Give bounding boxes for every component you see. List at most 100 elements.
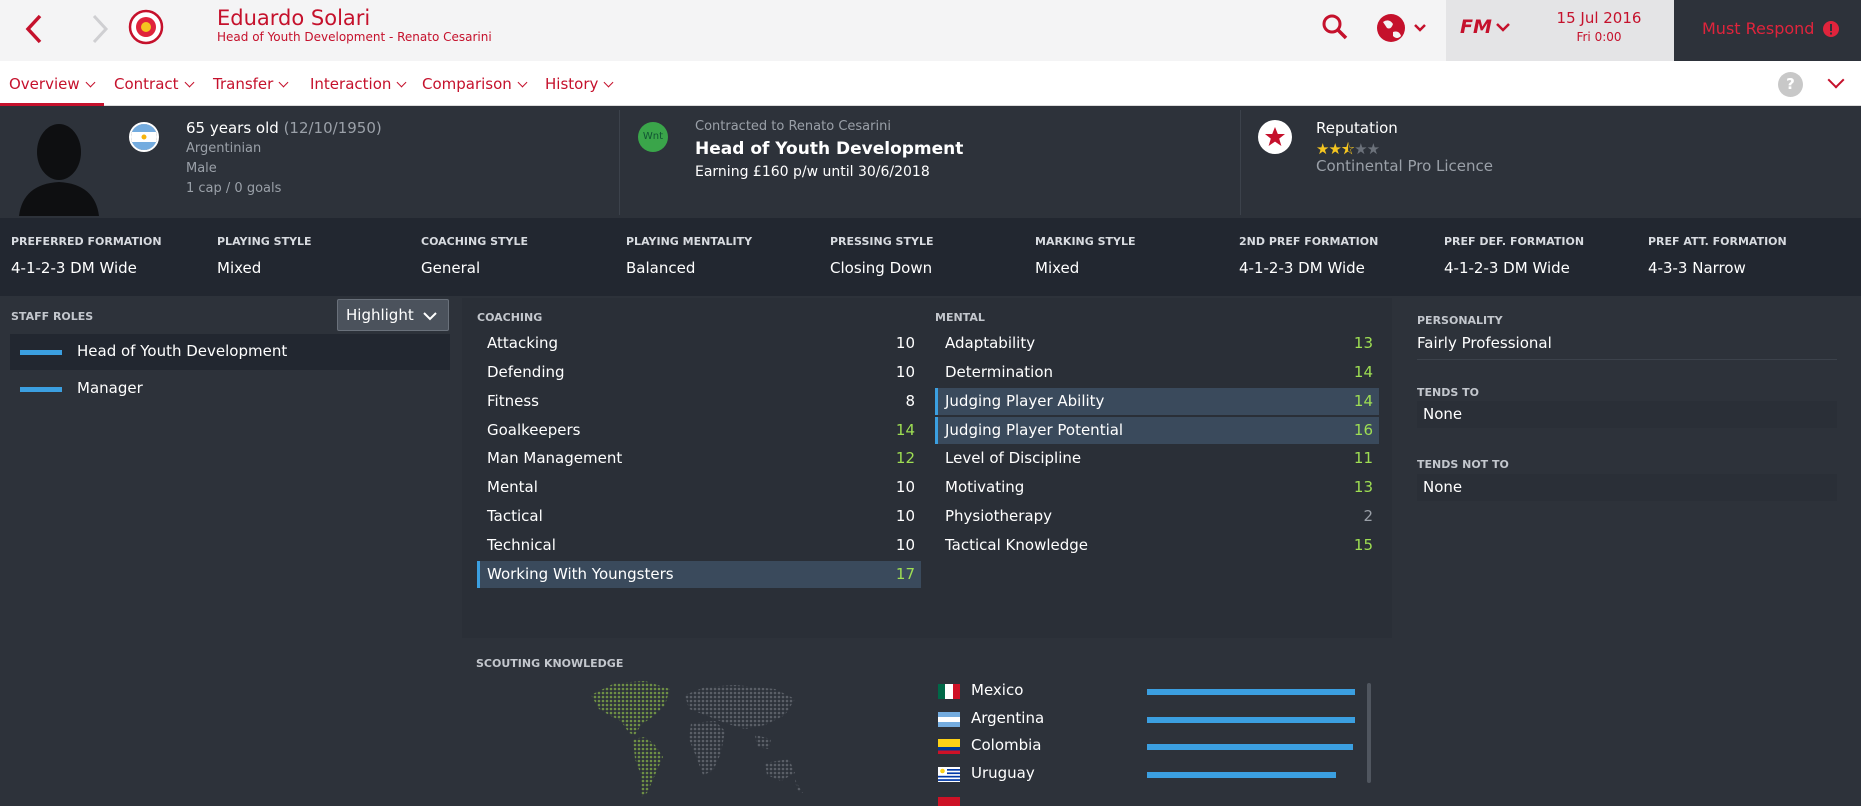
attribute-name: Man Management — [487, 449, 623, 467]
tends-not-to-row: None — [1417, 474, 1837, 501]
attribute-row[interactable]: Fitness 8 — [477, 388, 921, 415]
partial-flag-icon — [938, 797, 960, 806]
attribute-row[interactable]: Defending 10 — [477, 359, 921, 386]
tab-label: Overview — [9, 75, 80, 93]
attribute-row[interactable]: Attacking 10 — [477, 330, 921, 357]
attribute-row[interactable]: Determination 14 — [935, 359, 1379, 386]
style-key: PREF DEF. FORMATION — [1444, 235, 1585, 248]
attribute-row-highlighted[interactable]: Judging Player Ability 14 — [935, 388, 1379, 415]
profile-info-strip — [0, 106, 1861, 218]
current-date: 15 Jul 2016 — [1556, 9, 1642, 27]
country-list-scrollbar[interactable] — [1367, 683, 1371, 783]
style-key: COACHING STYLE — [421, 235, 528, 248]
attribute-value: 10 — [895, 334, 915, 352]
style-value: 4-1-2-3 DM Wide — [1444, 259, 1570, 277]
attribute-value: 8 — [905, 392, 915, 410]
attribute-row[interactable]: Tactical 10 — [477, 503, 921, 530]
chevron-down-icon — [278, 77, 289, 88]
must-respond-label: Must Respond — [1702, 19, 1815, 38]
gender: Male — [186, 161, 217, 176]
chevron-down-icon — [517, 77, 528, 88]
country-knowledge-row[interactable]: Uruguay — [935, 762, 1375, 789]
caps-goals: 1 cap / 0 goals — [186, 181, 282, 196]
mexico-flag-icon — [938, 684, 960, 699]
club-logo-icon[interactable] — [128, 9, 164, 45]
tends-to-heading: TENDS TO — [1417, 386, 1479, 399]
tab-label: Contract — [114, 75, 179, 93]
attribute-value: 2 — [1363, 507, 1373, 525]
club-badge-icon[interactable]: Wnt — [638, 122, 668, 152]
knowledge-bar-fill — [1147, 717, 1355, 723]
country-name: Mexico — [971, 681, 1024, 699]
highlight-dropdown[interactable]: Highlight — [337, 299, 449, 331]
attribute-name: Technical — [487, 536, 556, 554]
reputation-label: Reputation — [1316, 119, 1398, 137]
attribute-row[interactable]: Level of Discipline 11 — [935, 445, 1379, 472]
attribute-value: 13 — [1353, 478, 1373, 496]
back-arrow-icon[interactable] — [20, 10, 52, 48]
attribute-row[interactable]: Mental 10 — [477, 474, 921, 501]
attribute-name: Level of Discipline — [945, 449, 1082, 467]
attribute-row-highlighted[interactable]: Working With Youngsters 17 — [477, 561, 921, 588]
fm-logo-label: FM — [1460, 16, 1492, 38]
world-map-image[interactable] — [585, 675, 825, 806]
tab-contract[interactable]: Contract — [114, 75, 194, 93]
attribute-row[interactable]: Motivating 13 — [935, 474, 1379, 501]
date-continue-button[interactable]: 15 Jul 2016 Fri 0:00 — [1524, 0, 1674, 61]
style-value: Mixed — [1035, 259, 1080, 277]
chevron-down-icon — [85, 77, 96, 88]
attribute-name: Physiotherapy — [945, 507, 1052, 525]
attribute-row[interactable]: Technical 10 — [477, 532, 921, 559]
divider — [619, 110, 620, 215]
knowledge-bar — [1147, 717, 1355, 723]
attribute-row[interactable]: Goalkeepers 14 — [477, 417, 921, 444]
attribute-value: 10 — [895, 536, 915, 554]
help-icon[interactable]: ? — [1778, 72, 1803, 97]
country-knowledge-row[interactable]: Argentina — [935, 707, 1375, 734]
attribute-value: 10 — [895, 507, 915, 525]
style-value: General — [421, 259, 481, 277]
staff-role-item[interactable]: Head of Youth Development — [10, 334, 450, 370]
date-of-birth: (12/10/1950) — [283, 119, 382, 137]
staff-role-item[interactable]: Manager — [10, 371, 450, 407]
country-knowledge-row[interactable]: Colombia — [935, 734, 1375, 761]
style-value: Balanced — [626, 259, 696, 277]
personality-heading: PERSONALITY — [1417, 314, 1503, 327]
fm-menu-button[interactable]: FM — [1446, 0, 1524, 61]
tab-comparison[interactable]: Comparison — [422, 75, 528, 93]
attribute-row[interactable]: Physiotherapy 2 — [935, 503, 1379, 530]
country-knowledge-row[interactable]: Mexico — [935, 679, 1375, 706]
attribute-value: 14 — [895, 421, 915, 439]
chevron-down-icon — [184, 77, 194, 88]
attribute-name: Working With Youngsters — [487, 565, 674, 583]
attribute-row[interactable]: Adaptability 13 — [935, 330, 1379, 357]
contract-earning: Earning £160 p/w until 30/6/2018 — [695, 164, 930, 180]
attribute-name: Judging Player Ability — [945, 392, 1105, 410]
must-respond-button[interactable]: Must Respond — [1674, 0, 1861, 61]
attribute-row[interactable]: Man Management 12 — [477, 445, 921, 472]
top-bar: Eduardo Solari Head of Youth Development… — [0, 0, 1861, 61]
globe-menu-button[interactable] — [1375, 10, 1447, 46]
style-key: PLAYING STYLE — [217, 235, 312, 248]
attribute-name: Mental — [487, 478, 538, 496]
attribute-row[interactable]: Tactical Knowledge 15 — [935, 532, 1379, 559]
forward-arrow-icon[interactable] — [82, 10, 114, 48]
staff-subtitle[interactable]: Head of Youth Development - Renato Cesar… — [217, 30, 492, 44]
attribute-name: Judging Player Potential — [945, 421, 1124, 439]
knowledge-bar — [1147, 689, 1355, 695]
coaching-licence: Continental Pro Licence — [1316, 157, 1494, 175]
tab-history[interactable]: History — [545, 75, 614, 93]
tab-label: History — [545, 75, 599, 93]
attribute-row-highlighted[interactable]: Judging Player Potential 16 — [935, 417, 1379, 444]
style-key: MARKING STYLE — [1035, 235, 1136, 248]
tab-transfer[interactable]: Transfer — [213, 75, 289, 93]
tab-interaction[interactable]: Interaction — [310, 75, 407, 93]
tab-overview[interactable]: Overview — [9, 75, 96, 93]
reputation-stars: ★★⯪★★ — [1316, 140, 1380, 158]
staff-silhouette-image — [19, 124, 99, 216]
attribute-value: 11 — [1353, 449, 1373, 467]
search-icon[interactable] — [1320, 12, 1350, 42]
style-key: PRESSING STYLE — [830, 235, 934, 248]
attribute-name: Determination — [945, 363, 1054, 381]
argentina-flag-icon[interactable] — [129, 122, 159, 152]
